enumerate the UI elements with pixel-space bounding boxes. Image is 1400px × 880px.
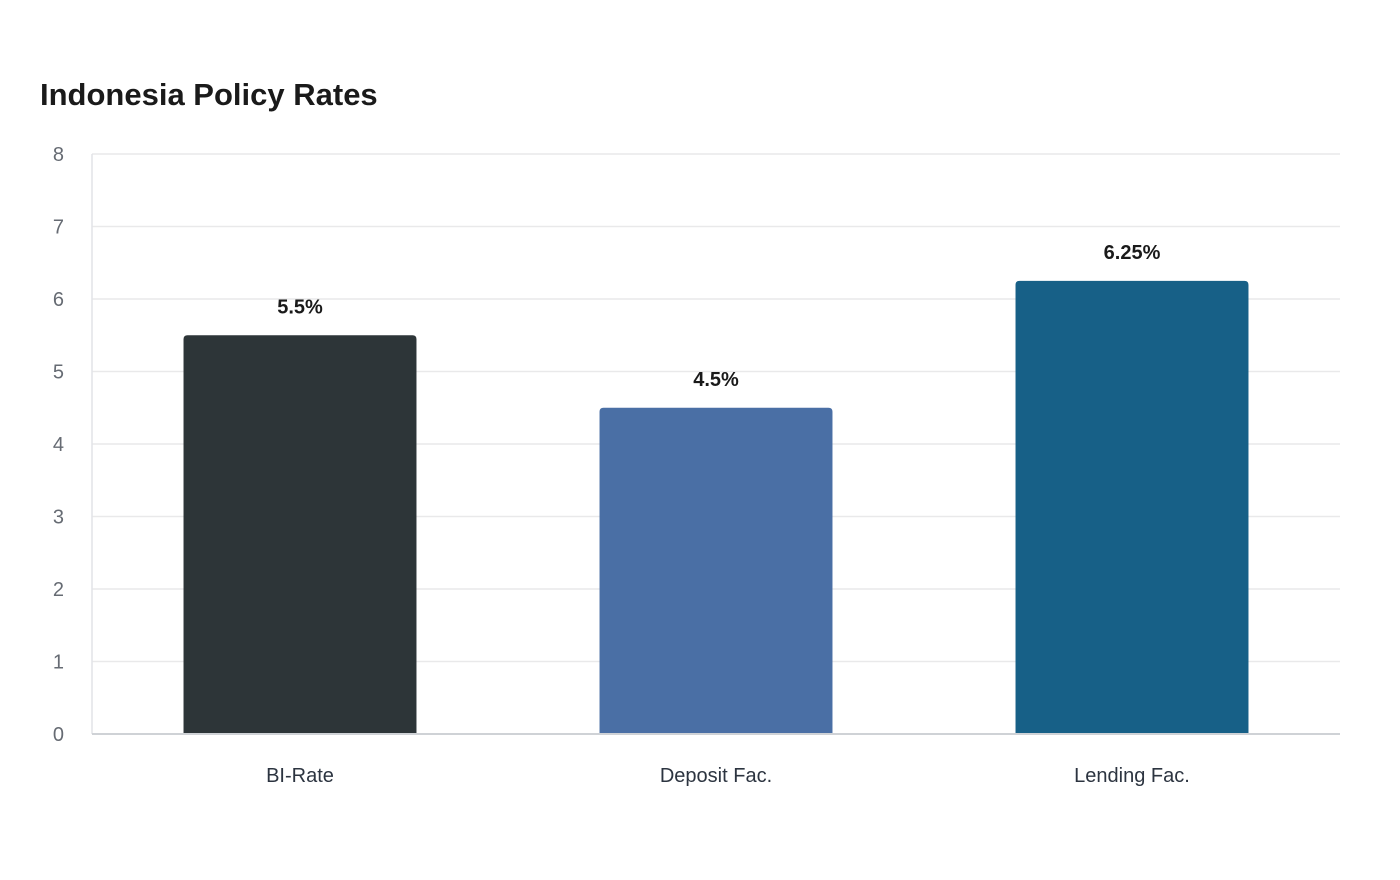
y-tick-label: 4 bbox=[53, 434, 64, 456]
y-tick-label: 8 bbox=[53, 144, 64, 166]
y-tick-label: 1 bbox=[53, 652, 64, 674]
value-labels: 5.5% 4.5% 6.25% bbox=[277, 242, 1160, 391]
bar bbox=[599, 407, 833, 734]
y-tick-label: 2 bbox=[53, 579, 64, 601]
bar-value-label: 4.5% bbox=[693, 369, 739, 391]
y-axis-ticks: 0 1 2 3 4 5 6 7 8 bbox=[53, 144, 64, 746]
x-category-label: Deposit Fac. bbox=[660, 765, 772, 787]
category-labels: BI-Rate Deposit Fac. Lending Fac. bbox=[266, 765, 1190, 787]
x-category-label: BI-Rate bbox=[266, 765, 334, 787]
bar-value-label: 6.25% bbox=[1104, 242, 1161, 264]
y-tick-label: 6 bbox=[53, 289, 64, 311]
chart-title: Indonesia Policy Rates bbox=[40, 77, 378, 112]
bar bbox=[1015, 280, 1249, 734]
y-tick-label: 7 bbox=[53, 217, 64, 239]
axes bbox=[91, 154, 1340, 735]
y-tick-label: 0 bbox=[53, 724, 64, 746]
bars bbox=[183, 280, 1249, 734]
x-category-label: Lending Fac. bbox=[1074, 765, 1190, 787]
bar bbox=[183, 335, 417, 734]
y-tick-label: 5 bbox=[53, 362, 64, 384]
y-tick-label: 3 bbox=[53, 507, 64, 529]
bar-value-label: 5.5% bbox=[277, 296, 323, 318]
